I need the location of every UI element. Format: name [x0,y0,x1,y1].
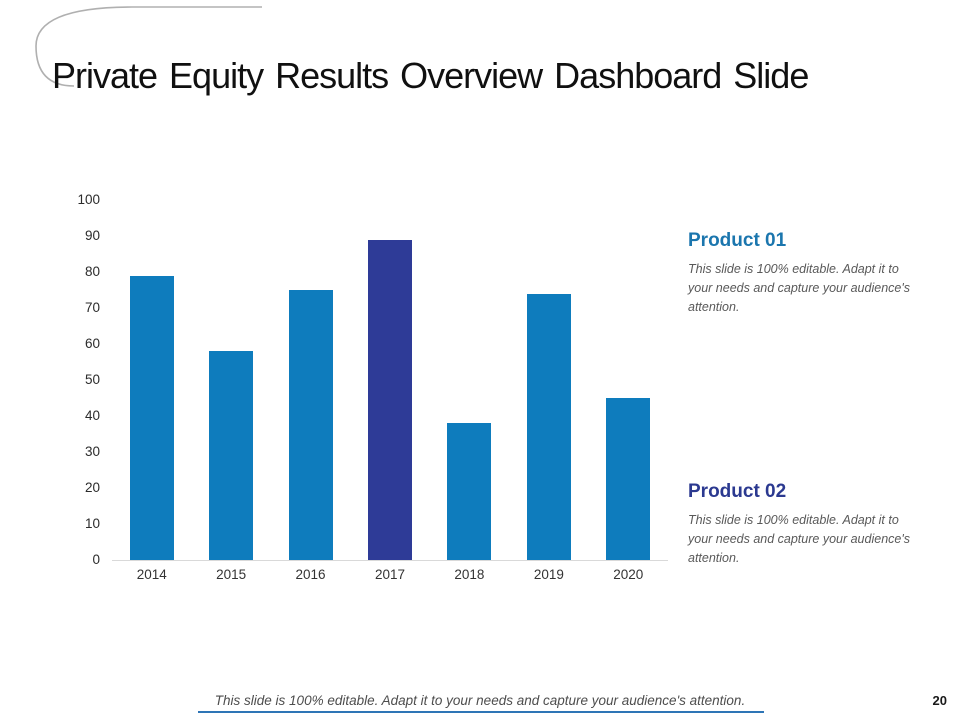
y-tick-label: 20 [84,480,100,495]
y-tick-label: 50 [84,372,100,387]
y-tick-label: 40 [84,408,100,423]
product-01-block[interactable]: Product 01 This slide is 100% editable. … [688,230,916,316]
x-axis: 2014 2015 2016 2017 2018 2019 2020 [112,567,668,587]
bar-2019[interactable] [526,293,571,560]
y-tick-label: 10 [84,516,100,531]
bar-2016[interactable] [288,290,333,560]
plot-area [112,200,668,561]
footer-rule [198,711,764,713]
y-tick-label: 90 [84,228,100,243]
results-bar-chart[interactable]: 0 10 20 30 40 50 60 70 80 90 100 2014 2015 2016 2017 2… [0,192,690,600]
y-tick-label: 70 [84,300,100,315]
x-tick-label: 2016 [295,567,326,582]
product-02-heading[interactable]: Product 02 [688,481,787,502]
y-tick-label: 30 [84,444,100,459]
bar-2015[interactable] [209,351,254,560]
bar-2014[interactable] [129,275,174,560]
x-tick-label: 2017 [374,567,406,582]
bar-2017[interactable] [368,239,412,560]
x-tick-label: 2014 [136,567,167,582]
title-accent-curve [35,6,262,87]
x-tick-label: 2020 [613,567,644,582]
y-tick-label: 60 [84,336,100,351]
slide-title[interactable]: Private Equity Results Overview Dashboar… [52,55,809,97]
product-02-description[interactable]: This slide is 100% editable. Adapt it to… [688,513,910,565]
y-tick-label: 0 [92,552,100,567]
product-02-block[interactable]: Product 02 This slide is 100% editable. … [688,481,916,567]
page-number: 20 [932,693,947,708]
x-tick-label: 2018 [454,567,485,582]
y-axis: 0 10 20 30 40 50 60 70 80 90 100 [0,192,100,578]
bar-2020[interactable] [606,398,651,560]
x-tick-label: 2015 [216,567,247,582]
y-tick-label: 80 [84,264,100,279]
product-01-description[interactable]: This slide is 100% editable. Adapt it to… [688,262,910,314]
y-tick-label: 100 [77,192,100,207]
bar-2018[interactable] [447,423,492,560]
footer-editable-note: This slide is 100% editable. Adapt it to… [214,693,746,708]
curve-path [35,6,262,87]
product-01-heading[interactable]: Product 01 [688,230,787,251]
x-tick-label: 2019 [533,567,564,582]
